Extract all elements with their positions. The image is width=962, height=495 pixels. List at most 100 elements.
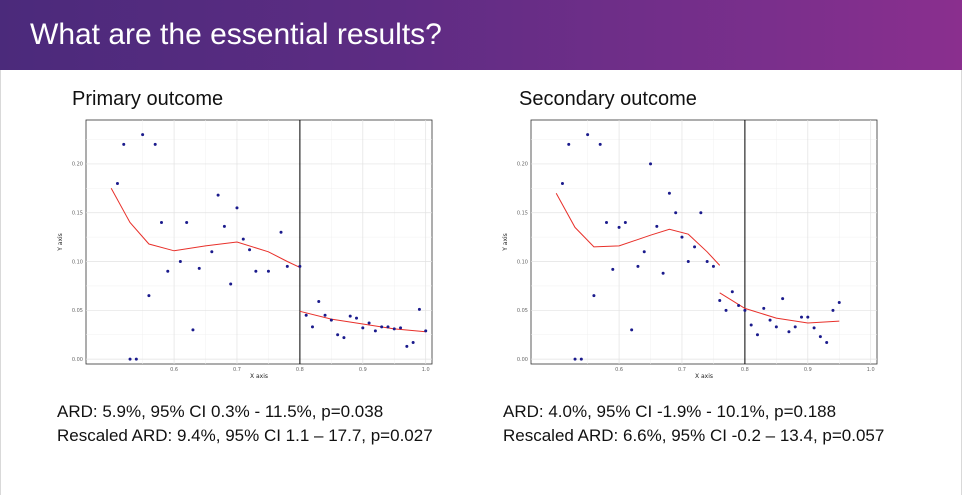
data-point <box>661 271 665 275</box>
data-point <box>380 325 384 329</box>
data-point <box>649 162 653 166</box>
x-tick-label: 0.9 <box>359 367 367 373</box>
data-point <box>178 260 182 264</box>
data-point <box>812 326 816 330</box>
data-point <box>310 325 314 329</box>
primary-rescaled-ard-result: Rescaled ARD: 9.4%, 95% CI 1.1 – 17.7, p… <box>57 426 433 445</box>
data-point <box>755 333 759 337</box>
data-point <box>248 248 252 252</box>
y-tick-label: 0.15 <box>72 211 83 217</box>
primary-outcome-chart: 0.6 0.7 0.8 0.9 1.0 0.00 0.05 0.10 0.15 0.20 X axi… <box>57 119 433 380</box>
data-point <box>636 264 640 268</box>
data-point <box>159 220 163 224</box>
data-point <box>586 133 590 137</box>
data-point <box>141 133 145 137</box>
data-point <box>774 325 778 329</box>
y-tick-label: 0.05 <box>72 308 83 314</box>
data-point <box>693 245 697 249</box>
data-point <box>567 142 571 146</box>
data-point <box>166 269 170 273</box>
y-axis-title: Y axis <box>57 233 64 252</box>
data-point <box>680 235 684 239</box>
secondary-outcome-title: Secondary outcome <box>519 88 697 110</box>
data-point <box>737 303 741 307</box>
data-point <box>743 308 747 312</box>
x-tick-label: 0.8 <box>296 367 304 373</box>
x-tick-label: 0.7 <box>678 367 686 373</box>
data-point <box>411 341 415 345</box>
data-point <box>573 357 577 361</box>
data-point <box>787 330 791 334</box>
y-tick-label: 0.20 <box>72 162 83 168</box>
data-point <box>386 325 390 329</box>
secondary-rescaled-ard-result: Rescaled ARD: 6.6%, 95% CI -0.2 – 13.4, … <box>503 426 885 445</box>
data-point <box>579 357 583 361</box>
slide-border-left <box>0 70 1 495</box>
data-point <box>405 344 409 348</box>
data-point <box>392 327 396 331</box>
data-point <box>216 193 220 197</box>
data-point <box>197 266 201 270</box>
data-point <box>342 336 346 340</box>
x-axis-title: X axis <box>695 373 713 380</box>
data-point <box>699 211 703 215</box>
data-point <box>674 211 678 215</box>
secondary-ard-result: ARD: 4.0%, 95% CI -1.9% - 10.1%, p=0.188 <box>503 402 837 421</box>
data-point <box>298 264 302 268</box>
data-point <box>655 224 659 228</box>
data-point <box>768 318 772 322</box>
y-tick-label: 0.00 <box>72 357 83 363</box>
data-point <box>611 267 615 271</box>
data-point <box>711 264 715 268</box>
data-point <box>800 315 804 319</box>
primary-ard-result: ARD: 5.9%, 95% CI 0.3% - 11.5%, p=0.038 <box>57 402 384 421</box>
data-point <box>361 326 365 330</box>
data-point <box>806 315 810 319</box>
data-point <box>266 269 270 273</box>
data-point <box>367 321 371 325</box>
data-point <box>762 306 766 310</box>
data-point <box>279 230 283 234</box>
x-tick-label: 0.9 <box>804 367 812 373</box>
data-point <box>424 329 428 333</box>
y-tick-label: 0.00 <box>517 357 528 363</box>
data-point <box>147 294 151 298</box>
fit-curve-left <box>555 192 721 266</box>
data-point <box>598 142 602 146</box>
data-point <box>329 318 333 322</box>
fit-curve-left <box>110 188 301 268</box>
y-tick-label: 0.05 <box>517 308 528 314</box>
x-tick-label: 1.0 <box>867 367 875 373</box>
x-axis-title: X axis <box>250 373 268 380</box>
y-tick-label: 0.10 <box>72 259 83 265</box>
data-point <box>705 260 709 264</box>
data-point <box>560 181 564 185</box>
data-point <box>724 308 728 312</box>
data-point <box>604 220 608 224</box>
data-point <box>417 307 421 311</box>
x-tick-label: 0.8 <box>741 367 749 373</box>
fit-curve-right <box>719 292 840 324</box>
data-point <box>348 314 352 318</box>
data-point <box>191 328 195 332</box>
secondary-outcome-chart: 0.6 0.7 0.8 0.9 1.0 0.00 0.05 0.10 0.15 0.20 X axi… <box>502 119 878 380</box>
data-point <box>153 142 157 146</box>
data-point <box>373 329 377 333</box>
data-point <box>336 333 340 337</box>
y-tick-label: 0.10 <box>517 259 528 265</box>
y-tick-label: 0.20 <box>517 162 528 168</box>
fit-curve-right <box>299 310 426 333</box>
data-point <box>837 301 841 305</box>
data-point <box>285 264 289 268</box>
data-point <box>254 269 258 273</box>
data-point <box>235 206 239 210</box>
plot-area <box>85 119 433 365</box>
data-point <box>122 142 126 146</box>
data-point <box>686 260 690 264</box>
slide-header: What are the essential results? <box>0 0 962 70</box>
data-point <box>642 250 646 254</box>
data-point <box>749 323 753 327</box>
data-point <box>134 357 138 361</box>
data-point <box>323 313 327 317</box>
data-point <box>592 294 596 298</box>
